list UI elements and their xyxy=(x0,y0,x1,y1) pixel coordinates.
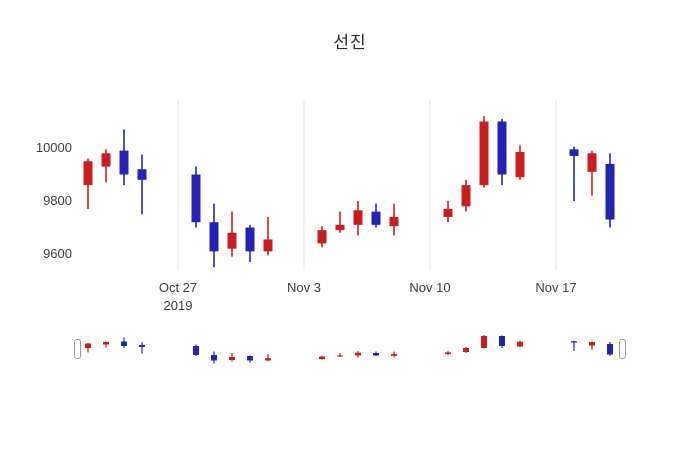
x-tick-label: Nov 3 xyxy=(287,280,321,295)
chart-title: 선진 xyxy=(333,33,367,52)
x-tick-label: Nov 10 xyxy=(409,280,451,295)
range-slider-right-handle[interactable] xyxy=(619,339,626,359)
range-slider-left-handle[interactable] xyxy=(74,339,81,359)
main-candlestick-chart[interactable] xyxy=(0,0,700,330)
x-tick-year-label: 2019 xyxy=(163,298,193,313)
x-tick-label: Nov 17 xyxy=(535,280,577,295)
x-tick-label: Oct 27 xyxy=(158,280,198,295)
y-tick-label: 9800 xyxy=(43,193,72,208)
y-tick-label: 9600 xyxy=(43,246,72,261)
y-tick-label: 10000 xyxy=(35,140,72,155)
